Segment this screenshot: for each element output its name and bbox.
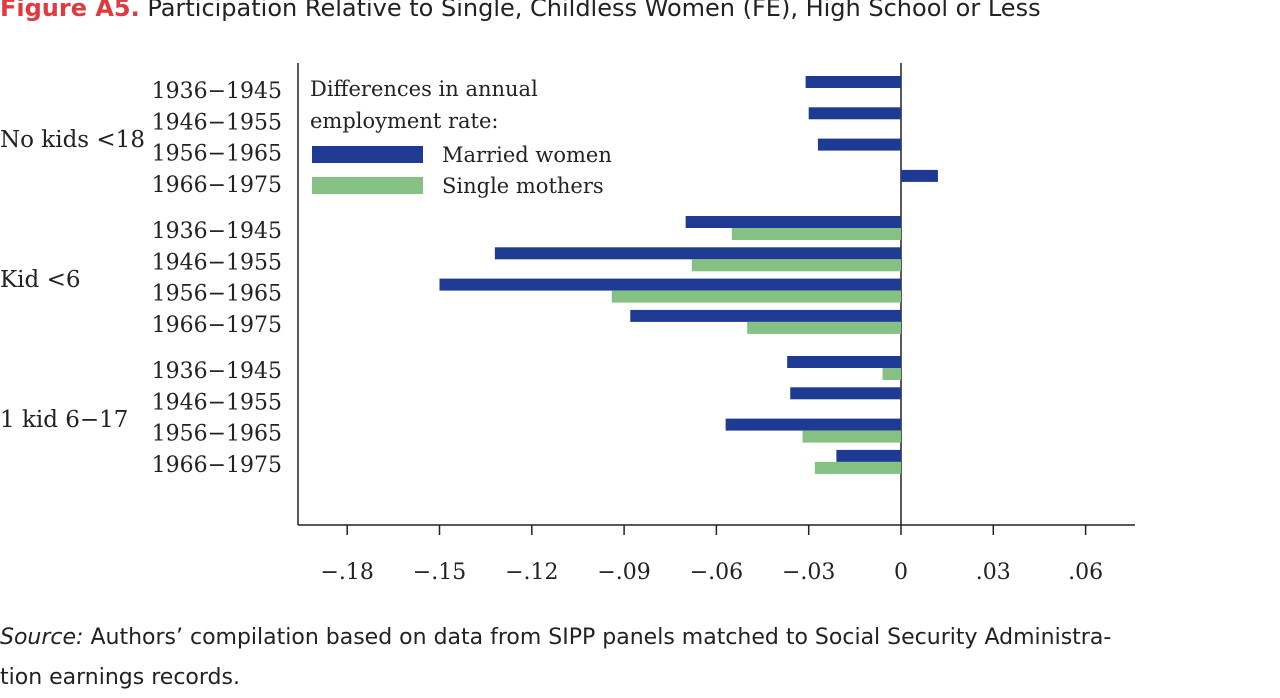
bar-married-women — [901, 169, 938, 182]
bar-single-mothers — [802, 430, 901, 443]
bar-married-women — [725, 418, 901, 431]
legend-entry: Married women — [442, 143, 612, 167]
legend-title-line2: employment rate: — [310, 109, 499, 133]
figure-title: Figure A5. Participation Relative to Sin… — [0, 0, 1280, 22]
bar-chart: −.18 −.15 −.12 −.09 −.06 −.03 0 .03 .06 No kids <… — [0, 63, 1135, 585]
bar-married-women — [808, 107, 901, 120]
bar-single-mothers — [731, 228, 901, 240]
group-label: 1 kid 6−17 — [0, 407, 128, 433]
category-label: 1936−1945 — [152, 219, 282, 244]
figure-title-text: Participation Relative to Single, Childl… — [147, 0, 1041, 22]
x-tick-label: −.03 — [782, 560, 835, 585]
legend-swatch — [312, 146, 423, 163]
bar-married-women — [787, 356, 901, 368]
category-label: 1956−1965 — [152, 142, 282, 167]
bar-married-women — [817, 138, 901, 151]
x-tick-label: −.09 — [597, 560, 650, 585]
category-label: 1946−1955 — [152, 250, 282, 275]
x-tick-label: .03 — [976, 560, 1011, 585]
bar-married-women — [439, 278, 901, 291]
category-label: 1956−1965 — [152, 282, 282, 307]
source-text-line2: tion earnings records. — [0, 665, 240, 690]
category-label: 1946−1955 — [152, 390, 282, 415]
figure-label: Figure A5. — [0, 0, 140, 22]
x-tick-label: .06 — [1068, 560, 1103, 585]
legend-title-line1: Differences in annual — [310, 77, 538, 101]
source-label: Source: — [0, 625, 84, 650]
legend-swatch — [312, 177, 423, 194]
category-label: 1936−1945 — [152, 79, 282, 104]
bar-married-women — [836, 449, 901, 462]
category-label: 1936−1945 — [152, 359, 282, 384]
x-tick-label: −.15 — [413, 560, 466, 585]
source-text: Authors’ compilation based on data from … — [90, 625, 1112, 650]
bar-married-women — [685, 216, 901, 228]
x-tick-label: −.06 — [690, 560, 743, 585]
bar-married-women — [805, 76, 901, 88]
x-tick-label: −.12 — [505, 560, 558, 585]
category-label: 1966−1975 — [152, 453, 282, 478]
bar-single-mothers — [611, 290, 901, 303]
category-label: 1966−1975 — [152, 313, 282, 338]
bar-single-mothers — [882, 368, 901, 380]
bar-married-women — [494, 247, 901, 260]
bar-single-mothers — [691, 259, 901, 272]
bar-single-mothers — [814, 461, 901, 474]
category-label: 1946−1955 — [152, 110, 282, 135]
x-tick-label: 0 — [894, 560, 908, 585]
legend-entry: Single mothers — [442, 174, 604, 198]
group-label: No kids <18 — [0, 127, 145, 153]
group-label: Kid <6 — [0, 267, 80, 293]
plot-area: −.18 −.15 −.12 −.09 −.06 −.03 0 .03 .06 No kids <… — [0, 63, 1135, 585]
category-label: 1956−1965 — [152, 422, 282, 447]
x-tick-label: −.18 — [320, 560, 373, 585]
source-note: Source: Authors’ compilation based on da… — [0, 618, 1278, 698]
bar-married-women — [630, 309, 901, 322]
bar-single-mothers — [747, 321, 901, 334]
bar-married-women — [790, 387, 901, 400]
category-label: 1966−1975 — [152, 173, 282, 198]
